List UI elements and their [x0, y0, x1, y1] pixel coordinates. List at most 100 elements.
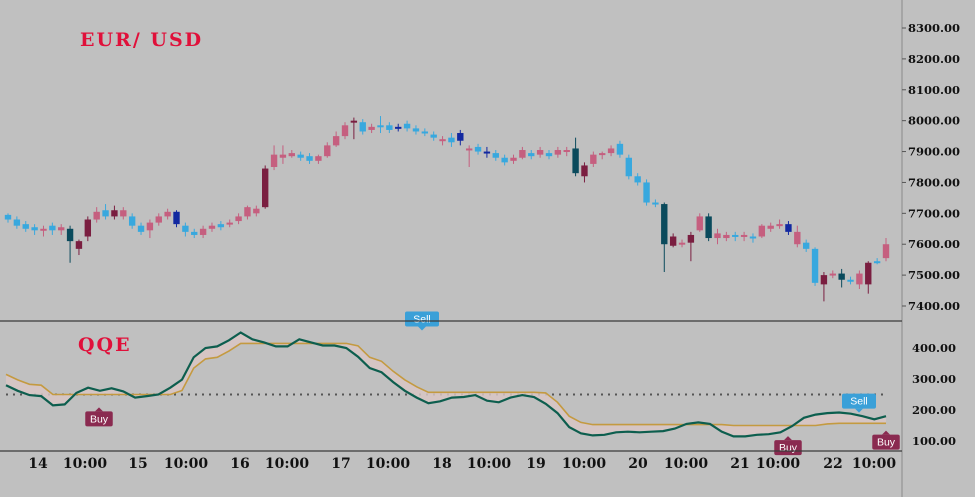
candle: [838, 268, 845, 288]
candle: [483, 146, 491, 158]
candle: [288, 150, 295, 158]
candle: [758, 224, 766, 239]
x-tick-label: 19: [526, 456, 545, 472]
candle: [164, 208, 171, 220]
buy-signal: Buy: [872, 430, 900, 450]
candle: [661, 202, 668, 273]
candle: [22, 221, 29, 232]
qqe-y-tick-label: 300.00: [912, 372, 956, 386]
candle: [519, 146, 526, 160]
qqe-panel-title: QQE: [78, 334, 132, 356]
candle: [501, 154, 508, 166]
price-chart-title: EUR/ USD: [80, 29, 203, 51]
candle: [226, 219, 233, 228]
candle: [625, 154, 633, 180]
candle: [581, 162, 588, 183]
signal-label: Buy: [90, 413, 109, 425]
candle: [155, 213, 162, 226]
candle: [58, 224, 65, 235]
candle: [377, 116, 384, 134]
candle: [572, 137, 579, 177]
candle: [359, 119, 366, 135]
candle: [882, 238, 890, 262]
candle: [856, 270, 863, 290]
candle: [474, 143, 482, 155]
candle: [111, 205, 118, 220]
candle: [723, 231, 730, 242]
candle: [448, 133, 455, 147]
candle: [829, 270, 836, 279]
candle: [199, 225, 207, 239]
signal-label: Buy: [779, 442, 798, 454]
candle: [403, 120, 411, 132]
price-y-tick-label: 8100.00: [908, 83, 960, 97]
candle: [678, 239, 686, 248]
candle: [811, 247, 819, 286]
candle: [599, 151, 606, 160]
x-tick-label: 15: [128, 456, 147, 472]
candle: [687, 231, 695, 262]
price-y-tick-label: 8300.00: [908, 21, 960, 35]
candle: [652, 199, 659, 208]
candle: [395, 123, 402, 132]
buy-signal: Buy: [85, 407, 113, 427]
qqe-fill: [6, 332, 886, 437]
qqe-y-tick-label: 400.00: [912, 341, 956, 355]
candle: [705, 213, 712, 242]
signal-label: Sell: [413, 314, 431, 326]
signal-label: Sell: [850, 396, 868, 408]
candle: [75, 239, 83, 256]
price-y-tick-label: 7600.00: [908, 237, 960, 251]
qqe-fast-line: [5, 331, 887, 438]
x-tick-label: 20: [628, 456, 648, 472]
qqe-y-tick-label: 100.00: [912, 434, 956, 448]
x-tick-label: 10:00: [664, 456, 708, 472]
x-tick-label: 21: [730, 456, 749, 472]
candle: [208, 222, 216, 232]
candle: [341, 122, 349, 140]
x-tick-label: 10:00: [265, 456, 309, 472]
price-y-tick-label: 8200.00: [908, 52, 960, 66]
x-tick-label: 10:00: [366, 456, 410, 472]
candle: [386, 122, 393, 134]
price-candles: [4, 116, 890, 302]
price-y-tick-label: 7400.00: [908, 299, 960, 313]
price-y-tick-label: 7800.00: [908, 175, 960, 189]
candle: [696, 213, 703, 232]
candle: [430, 131, 437, 141]
x-tick-label: 17: [331, 456, 350, 472]
candle: [749, 233, 757, 243]
candle: [244, 205, 251, 220]
x-tick-label: 18: [432, 456, 451, 472]
candle: [669, 233, 677, 248]
candle: [439, 136, 446, 146]
price-y-tick-label: 7900.00: [908, 145, 960, 159]
candle: [49, 222, 56, 235]
candle: [767, 222, 774, 232]
sell-signal: Sell: [405, 311, 439, 331]
signal-label: Buy: [877, 437, 896, 449]
candle: [536, 146, 544, 158]
candle: [563, 146, 570, 157]
x-tick-label: 22: [823, 456, 842, 472]
candle: [776, 219, 783, 229]
candle: [173, 210, 180, 228]
candle: [13, 216, 21, 229]
x-tick-label: 10:00: [63, 456, 107, 472]
candle: [182, 222, 189, 237]
candle: [332, 131, 340, 147]
candle: [137, 222, 145, 235]
candle: [590, 151, 597, 167]
candle: [643, 179, 650, 206]
price-y-tick-label: 7700.00: [908, 206, 960, 220]
candle: [84, 216, 92, 242]
candle: [457, 129, 464, 146]
candle: [634, 173, 641, 186]
candle: [217, 221, 225, 231]
qqe-lines: [5, 331, 887, 438]
candle: [146, 219, 154, 239]
x-tick-label: 10:00: [562, 456, 606, 472]
candle: [4, 213, 12, 223]
